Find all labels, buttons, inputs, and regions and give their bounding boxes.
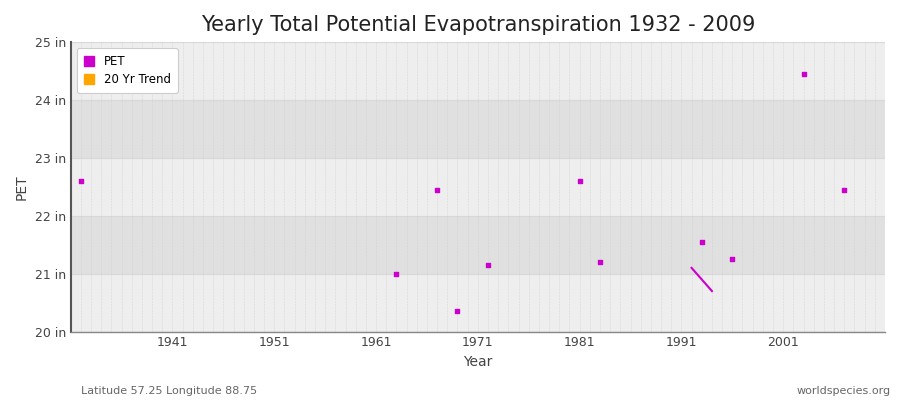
Point	[430, 186, 445, 193]
Bar	[71, 100, 885, 158]
Point	[74, 178, 88, 184]
Point	[481, 262, 495, 268]
Bar	[71, 216, 885, 274]
Y-axis label: PET: PET	[15, 174, 29, 200]
Point	[389, 270, 403, 277]
Title: Yearly Total Potential Evapotranspiration 1932 - 2009: Yearly Total Potential Evapotranspiratio…	[201, 15, 755, 35]
Point	[572, 178, 587, 184]
Point	[695, 239, 709, 245]
Point	[796, 71, 811, 77]
Bar	[71, 158, 885, 216]
X-axis label: Year: Year	[464, 355, 492, 369]
Point	[593, 259, 608, 265]
Text: worldspecies.org: worldspecies.org	[796, 386, 891, 396]
Point	[450, 308, 464, 314]
Point	[837, 186, 851, 193]
Bar	[71, 42, 885, 100]
Bar	[71, 274, 885, 332]
Point	[725, 256, 740, 262]
Text: Latitude 57.25 Longitude 88.75: Latitude 57.25 Longitude 88.75	[81, 386, 257, 396]
Legend: PET, 20 Yr Trend: PET, 20 Yr Trend	[76, 48, 178, 93]
